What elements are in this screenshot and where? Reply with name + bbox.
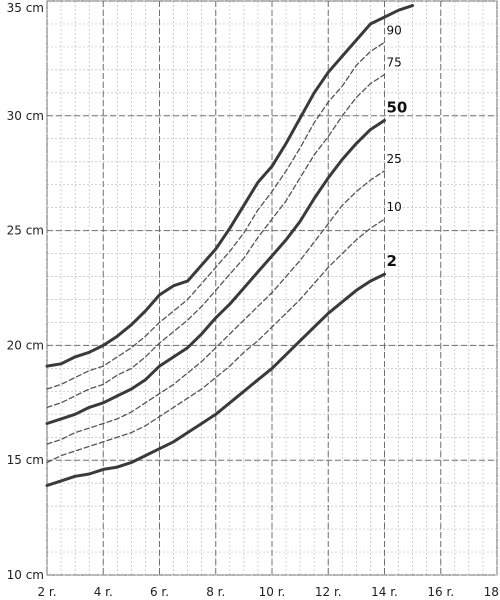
x-tick-label: 8 r. [206,585,225,599]
major-grid [46,0,498,576]
x-tick-label: 2 r. [37,585,56,599]
y-tick-label: 30 cm [7,109,44,123]
y-tick-label: 35 cm [7,1,44,15]
x-tick-label: 4 r. [94,585,113,599]
x-tick-label: 12 r. [315,585,342,599]
percentile-curve-75 [46,73,386,409]
x-tick-label: 18 r. [484,585,500,599]
percentile-label-75: 75 [387,55,402,69]
x-tick-label: 10 r. [259,585,286,599]
percentile-label-50: 50 [387,98,408,116]
percentile-curve-2 [45,272,386,487]
percentile-label-2: 2 [387,252,397,270]
x-tick-label: 6 r. [150,585,169,599]
percentile-curve-90 [46,41,386,390]
percentile-curves [45,4,415,487]
percentile-label-10: 10 [387,200,402,214]
tick-labels: 2 r. 4 r. 6 r. 8 r. 10 r. 12 r. 14 r. 16 r. 18 r… [7,1,500,599]
percentile-label-90: 90 [387,23,402,37]
percentile-curve-50 [45,118,386,425]
percentile-curve-10 [46,218,386,464]
y-tick-label: 20 cm [7,338,44,352]
y-tick-label: 25 cm [7,224,44,238]
percentile-curve-98 [45,4,415,368]
y-tick-label: 10 cm [7,568,44,582]
percentile-label-25: 25 [387,152,402,166]
x-tick-label: 16 r. [427,585,454,599]
percentile-labels: 98 90 75 50 25 10 2 [387,0,436,270]
percentile-label-98: 98 [415,0,436,2]
y-tick-label: 15 cm [7,453,44,467]
percentile-curve-25 [46,170,386,445]
x-tick-label: 14 r. [371,585,398,599]
